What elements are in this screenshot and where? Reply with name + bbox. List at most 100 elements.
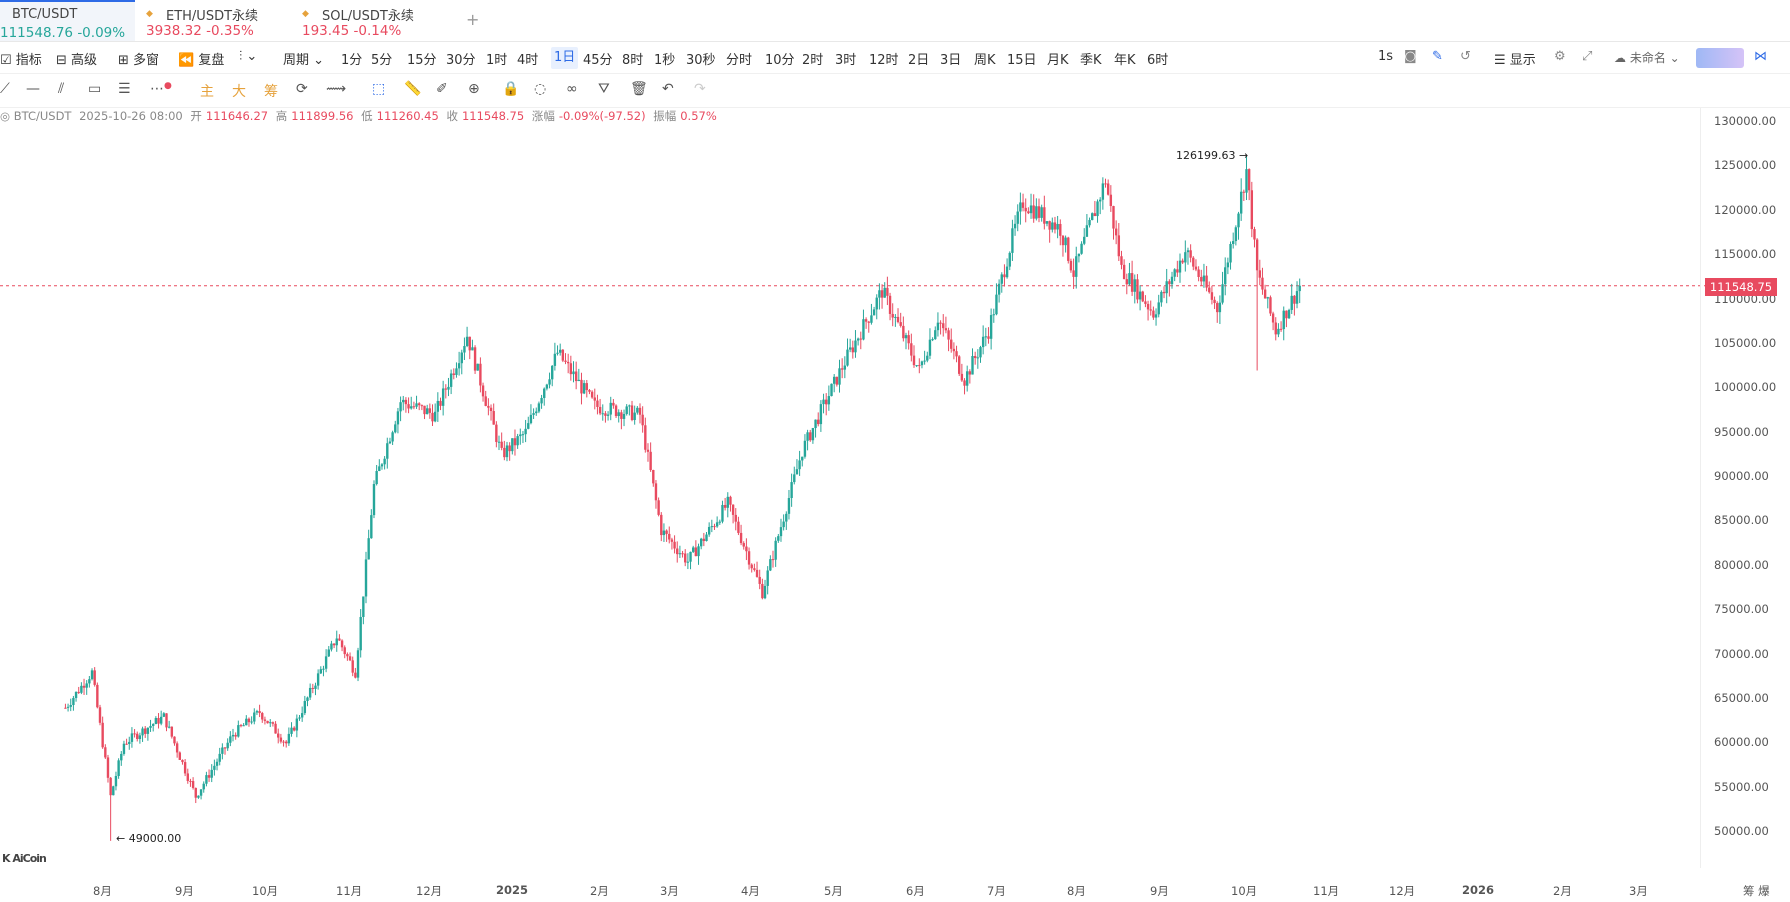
candle-body [175,743,179,753]
multi-window-button[interactable]: ⊞ 多窗 [118,53,160,68]
lock-icon[interactable]: 🔒 [502,81,520,97]
chart-toolbar: ☑ 指标 ⊟ 高级 ⊞ 多窗 ⏪ 复盘 ⫶ ⌄ 周期 ⌄ 1分 5分 15分 30分 1… [0,42,1790,74]
indicators-button[interactable]: ☑ 指标 [0,53,42,68]
candle-body [862,319,865,340]
candle-body [769,559,772,571]
settings-icon[interactable]: ⚙ [1554,49,1566,64]
candle-body [904,335,908,339]
candle-body [154,718,158,725]
candlestick-chart[interactable] [0,108,1790,902]
camera-icon[interactable]: ◙ [1404,49,1417,64]
cursor-icon[interactable]: ⬚ [372,81,386,97]
candle-body [1293,295,1296,304]
axis-right-tools[interactable]: 筹 爆 [1743,884,1770,898]
display-button[interactable]: ☰ 显示 [1494,53,1536,68]
candle-body [1208,287,1211,293]
tab-sol-usdt[interactable]: ◆ SOL/USDT永续 193.45 -0.14% [292,0,452,41]
advanced-button[interactable]: ⊟ 高级 [56,53,98,68]
candle-body [521,434,525,436]
interval-button[interactable]: 5分 [371,53,393,68]
interval-button[interactable]: 3日 [940,53,962,68]
link-icon[interactable]: ∞ [566,81,578,97]
interval-button[interactable]: 30秒 [686,53,716,68]
legend-low-label: 低 [361,109,373,123]
ruler-icon[interactable]: 📏 [404,81,422,97]
redo-icon[interactable]: ↷ [694,81,706,97]
candle-body [947,330,950,340]
y-tick-label: 60000.00 [1714,735,1769,750]
pencil-icon[interactable]: ✎ [1432,49,1443,64]
undo-icon[interactable]: ↶ [662,81,674,97]
layout-dropdown[interactable]: ☁ 未命名 ⌄ [1614,51,1680,65]
brush-icon[interactable]: ✐ [436,81,448,97]
interval-button[interactable]: 1秒 [654,53,676,68]
interval-button[interactable]: 15日 [1007,53,1037,68]
trash-icon[interactable]: 🗑 [630,81,648,97]
candle-body [590,391,594,398]
interval-1s-button[interactable]: 1s [1378,49,1394,64]
big-order-button[interactable]: 大 [232,84,246,100]
interval-button[interactable]: 12时 [869,53,899,68]
fullscreen-icon[interactable]: ⤢ [1582,49,1593,64]
interval-button[interactable]: 8时 [622,53,644,68]
fib-icon[interactable]: ☰ [118,81,131,97]
line-tool-icon[interactable]: ⟋ [0,81,10,97]
chips-button[interactable]: 筹 [264,84,278,100]
interval-button[interactable]: 周K [974,53,996,68]
interval-button[interactable]: 45分 [583,53,613,68]
interval-button[interactable]: 4时 [517,53,539,68]
share-icon[interactable]: ⋈ [1754,49,1767,64]
chart-type-button[interactable]: ⫶ ⌄ [239,49,258,64]
interval-button[interactable]: 年K [1114,53,1136,68]
add-tab-button[interactable]: + [466,10,480,29]
replay-button[interactable]: ⏪ 复盘 [178,53,225,68]
filter-icon[interactable]: ⛛ [598,81,610,97]
interval-button[interactable]: 10分 [765,53,795,68]
candle-body [958,356,961,374]
candle-body [875,297,878,310]
candle-body [758,576,761,584]
candle-body [944,328,948,331]
legend-settings-icon[interactable]: ◎ [0,109,11,123]
candle-body [159,716,163,724]
candle-body [702,538,706,542]
interval-button[interactable]: 1时 [486,53,508,68]
measure-icon[interactable]: ⟿ [326,81,347,97]
candle-body [1237,213,1240,228]
rectangle-icon[interactable]: ▭ [88,81,102,97]
hide-icon[interactable]: ◌ [534,81,547,97]
candle-body [598,406,602,414]
period-dropdown[interactable]: 周期 ⌄ [283,53,325,68]
interval-button[interactable]: 15分 [407,53,437,68]
magnet-icon[interactable]: ⊕ [468,81,480,97]
candle-body [306,697,309,702]
horizontal-line-icon[interactable]: — [26,81,40,97]
interval-button[interactable]: 1分 [341,53,363,68]
interval-button[interactable]: 季K [1080,53,1102,68]
interval-button[interactable]: 30分 [446,53,476,68]
sync-icon[interactable]: ⟳ [296,81,308,97]
interval-button[interactable]: 2日 [908,53,930,68]
x-tick-label: 3月 [660,884,679,898]
interval-button[interactable]: 月K [1047,53,1069,68]
x-tick-label: 8月 [93,884,112,898]
interval-button[interactable]: 3时 [835,53,857,68]
interval-button[interactable]: 2时 [802,53,824,68]
user-avatar[interactable] [1696,48,1744,68]
candle-body [566,361,570,364]
interval-button[interactable]: 6时 [1147,53,1169,68]
more-tools-icon[interactable]: ⋯● [150,81,172,97]
parallel-channel-icon[interactable]: ⫽ [58,81,65,97]
tab-eth-usdt[interactable]: ◆ ETH/USDT永续 3938.32 -0.35% [136,0,291,41]
tab-btc-usdt[interactable]: BTC/USDT 111548.76 -0.09% [0,0,135,41]
candle-body [428,408,432,413]
candle-body [1035,206,1038,219]
interval-button[interactable]: 分时 [726,53,753,68]
candle-body [149,725,152,728]
candle-body [888,295,892,314]
low-annotation: ← 49000.00 [116,832,182,845]
undo-layout-icon[interactable]: ↺ [1460,49,1471,64]
interval-button[interactable]: 1日 [551,47,579,69]
candle-body [372,484,376,516]
main-chart-button[interactable]: 主 [200,84,214,100]
